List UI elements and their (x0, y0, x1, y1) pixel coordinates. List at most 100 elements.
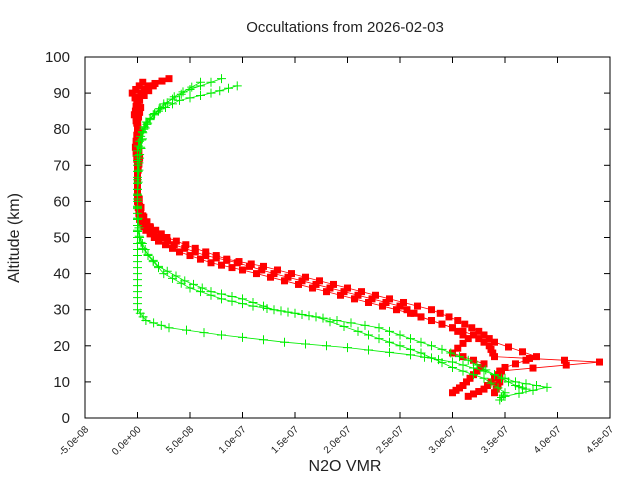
data-point-plus (448, 362, 457, 372)
data-point-square (475, 327, 483, 335)
data-point-square (464, 335, 472, 343)
data-point-square (191, 244, 199, 252)
data-point-square (150, 234, 158, 241)
data-point-plus (139, 124, 149, 134)
data-point-square (288, 270, 295, 278)
data-point-square (136, 96, 144, 104)
data-point-plus (385, 337, 394, 347)
data-point-square (498, 367, 505, 375)
data-point-plus (427, 353, 436, 363)
data-point-plus (406, 334, 415, 344)
data-point-plus (374, 334, 384, 344)
x-tick-label: 5.0e-08 (164, 424, 196, 456)
data-point-square (512, 360, 519, 368)
data-point-square (134, 123, 142, 131)
data-point-square (414, 302, 421, 310)
y-tick-label: 60 (53, 193, 70, 210)
data-point-plus (135, 153, 145, 163)
data-point-square (428, 306, 435, 314)
y-tick-label: 30 (53, 302, 70, 319)
data-point-plus (269, 305, 279, 315)
data-point-square (146, 230, 154, 238)
data-point-square (533, 353, 540, 361)
data-point-plus (280, 337, 289, 347)
data-point-plus (178, 87, 188, 97)
profile-line (131, 81, 538, 397)
data-point-square (491, 389, 498, 397)
data-point-square (312, 280, 320, 288)
data-point-square (164, 237, 172, 245)
data-point-square (138, 219, 146, 227)
data-point-plus (248, 297, 258, 307)
data-point-plus (498, 390, 508, 400)
data-point-square (139, 78, 147, 86)
data-point-plus (136, 143, 146, 153)
data-point-plus (175, 95, 184, 105)
x-tick-label: 2.5e-07 (374, 424, 406, 456)
y-axis-label: Altitude (km) (6, 193, 23, 283)
data-point-square (223, 256, 231, 264)
data-point-square (131, 94, 139, 102)
data-point-plus (472, 360, 482, 370)
data-point-square (140, 223, 148, 231)
data-point-plus (395, 341, 405, 351)
data-point-square (491, 338, 498, 346)
data-point-square (260, 262, 267, 270)
data-point-square (459, 327, 467, 335)
data-point-plus (343, 343, 352, 353)
data-point-plus (164, 323, 174, 333)
data-point-square (202, 248, 210, 256)
data-point-square (484, 382, 491, 390)
data-point-square (267, 273, 274, 281)
data-point-plus (259, 335, 268, 345)
data-point-square (470, 356, 477, 364)
data-point-square (410, 309, 418, 317)
green-profiles-series (133, 74, 552, 405)
data-point-plus (133, 225, 142, 235)
y-tick-label: 80 (53, 121, 70, 138)
data-point-square (470, 390, 477, 398)
data-point-plus (142, 119, 152, 129)
data-point-square (253, 270, 260, 278)
data-point-square (176, 248, 183, 256)
data-point-plus (134, 231, 144, 241)
data-point-plus (360, 320, 370, 330)
data-point-plus (493, 383, 503, 393)
data-point-square (473, 367, 481, 375)
data-point-plus (154, 106, 163, 116)
data-point-square (137, 208, 145, 216)
data-point-square (561, 356, 568, 364)
data-point-square (163, 234, 171, 241)
data-point-plus (137, 134, 147, 144)
data-point-square (449, 389, 456, 397)
data-point-square (157, 234, 165, 241)
data-point-plus (232, 81, 242, 91)
data-point-square (165, 75, 173, 83)
data-point-plus (427, 341, 436, 351)
data-point-square (461, 320, 469, 328)
plot-marks (128, 74, 603, 405)
data-point-plus (136, 131, 146, 141)
data-point-plus (197, 283, 207, 293)
data-point-square (454, 317, 462, 325)
data-point-square (302, 273, 309, 281)
data-point-square (309, 284, 316, 292)
data-point-plus (486, 378, 496, 388)
data-point-square (337, 291, 344, 299)
data-point-square (270, 270, 278, 278)
data-point-square (459, 339, 467, 347)
data-point-plus (133, 201, 142, 211)
data-point-plus (497, 393, 506, 403)
data-point-square (274, 266, 281, 274)
data-point-square (233, 259, 241, 267)
data-point-square (489, 349, 497, 357)
data-point-square (428, 317, 435, 325)
data-point-plus (136, 237, 146, 247)
data-point-plus (217, 74, 226, 84)
data-point-plus (406, 344, 415, 354)
data-point-plus (133, 166, 143, 176)
red-profiles-series (128, 75, 603, 400)
data-point-square (522, 356, 530, 364)
data-point-square (480, 360, 488, 368)
data-point-plus (374, 323, 384, 333)
